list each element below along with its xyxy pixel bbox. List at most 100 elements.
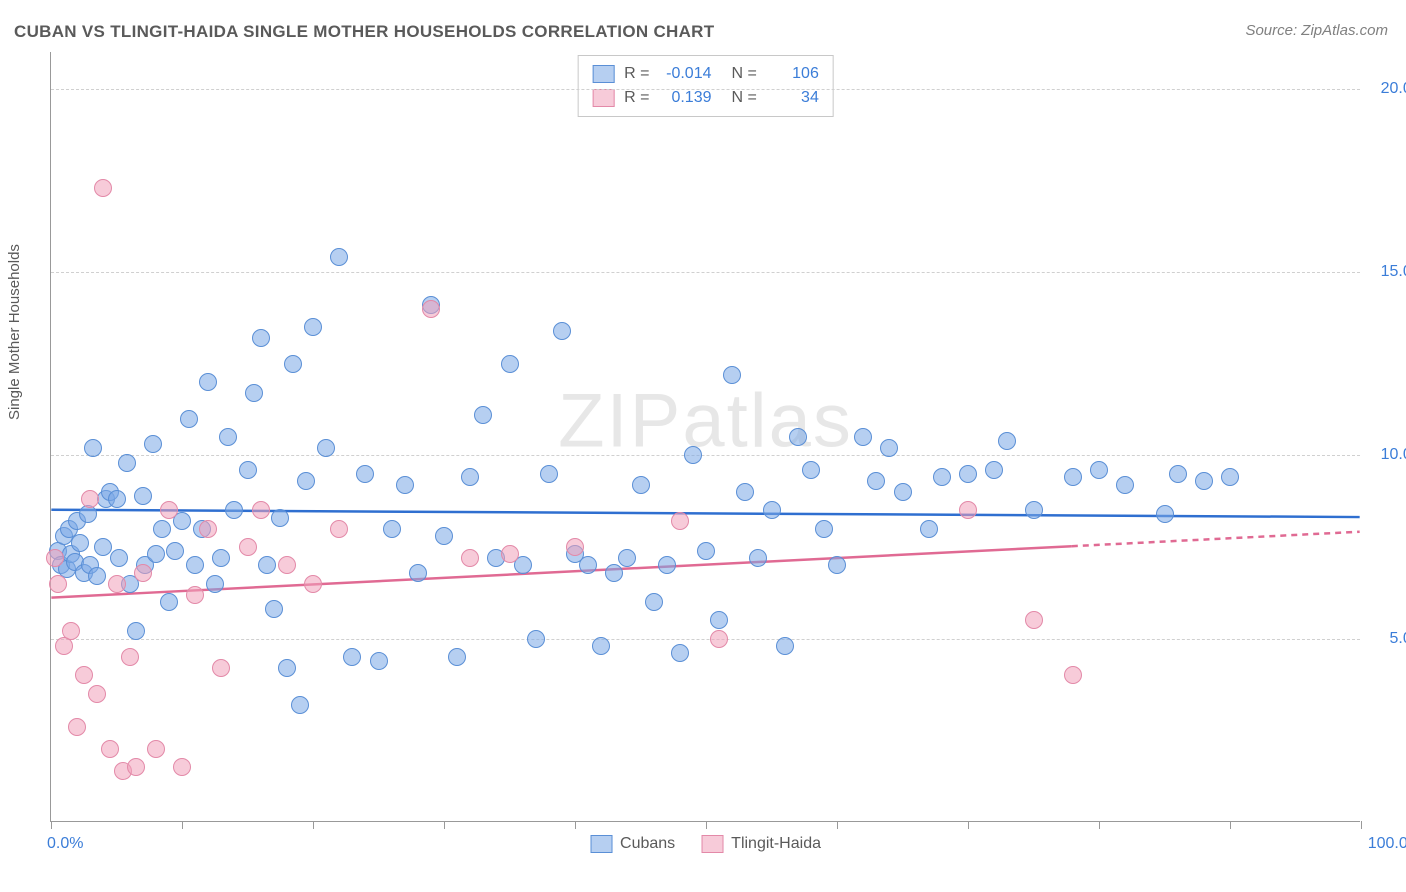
data-point-cubans (284, 355, 302, 373)
data-point-cubans (118, 454, 136, 472)
data-point-cubans (317, 439, 335, 457)
data-point-tlingit (147, 740, 165, 758)
data-point-cubans (343, 648, 361, 666)
x-tick (1230, 821, 1231, 829)
y-tick-label: 15.0% (1366, 263, 1406, 281)
data-point-cubans (880, 439, 898, 457)
data-point-tlingit (68, 718, 86, 736)
data-point-cubans (180, 410, 198, 428)
data-point-cubans (736, 483, 754, 501)
data-point-cubans (867, 472, 885, 490)
data-point-cubans (1156, 505, 1174, 523)
data-point-tlingit (160, 501, 178, 519)
data-point-cubans (854, 428, 872, 446)
data-point-cubans (252, 329, 270, 347)
data-point-tlingit (101, 740, 119, 758)
data-point-tlingit (671, 512, 689, 530)
y-tick-label: 20.0% (1366, 80, 1406, 98)
gridline (51, 639, 1360, 640)
data-point-tlingit (252, 501, 270, 519)
n-value: 106 (767, 62, 819, 86)
data-point-cubans (789, 428, 807, 446)
data-point-cubans (219, 428, 237, 446)
data-point-tlingit (127, 758, 145, 776)
data-point-cubans (153, 520, 171, 538)
x-tick-label: 0.0% (47, 835, 83, 853)
data-point-cubans (212, 549, 230, 567)
data-point-tlingit (173, 758, 191, 776)
data-point-cubans (110, 549, 128, 567)
data-point-tlingit (304, 575, 322, 593)
legend-item: Tlingit-Haida (701, 835, 821, 853)
data-point-cubans (206, 575, 224, 593)
data-point-cubans (134, 487, 152, 505)
data-point-cubans (894, 483, 912, 501)
data-point-tlingit (75, 666, 93, 684)
data-point-cubans (920, 520, 938, 538)
data-point-cubans (258, 556, 276, 574)
data-point-cubans (527, 630, 545, 648)
data-point-tlingit (239, 538, 257, 556)
data-point-cubans (356, 465, 374, 483)
data-point-cubans (658, 556, 676, 574)
data-point-tlingit (81, 490, 99, 508)
stats-box: R =-0.014N =106R =0.139N =34 (577, 55, 834, 117)
data-point-tlingit (108, 575, 126, 593)
data-point-cubans (579, 556, 597, 574)
data-point-cubans (94, 538, 112, 556)
plot-area: ZIPatlas R =-0.014N =106R =0.139N =34 Cu… (50, 52, 1360, 822)
legend-swatch (701, 835, 723, 853)
data-point-cubans (409, 564, 427, 582)
data-point-cubans (396, 476, 414, 494)
data-point-tlingit (121, 648, 139, 666)
data-point-cubans (632, 476, 650, 494)
data-point-cubans (291, 696, 309, 714)
watermark: ZIPatlas (558, 378, 853, 465)
data-point-tlingit (501, 545, 519, 563)
data-point-cubans (84, 439, 102, 457)
data-point-cubans (1169, 465, 1187, 483)
data-point-cubans (723, 366, 741, 384)
legend-item: Cubans (590, 835, 675, 853)
data-point-cubans (501, 355, 519, 373)
data-point-tlingit (186, 586, 204, 604)
data-point-tlingit (94, 179, 112, 197)
stats-row: R =-0.014N =106 (592, 62, 819, 86)
data-point-cubans (71, 534, 89, 552)
data-point-cubans (186, 556, 204, 574)
x-tick (51, 821, 52, 829)
data-point-cubans (671, 644, 689, 662)
data-point-tlingit (88, 685, 106, 703)
data-point-cubans (199, 373, 217, 391)
data-point-cubans (265, 600, 283, 618)
x-tick (575, 821, 576, 829)
chart-title: CUBAN VS TLINGIT-HAIDA SINGLE MOTHER HOU… (14, 22, 714, 42)
data-point-cubans (278, 659, 296, 677)
trend-lines (51, 52, 1360, 821)
x-tick (837, 821, 838, 829)
data-point-cubans (370, 652, 388, 670)
data-point-cubans (1116, 476, 1134, 494)
x-tick (968, 821, 969, 829)
data-point-cubans (985, 461, 1003, 479)
x-tick-label: 100.0% (1368, 835, 1406, 853)
data-point-cubans (448, 648, 466, 666)
data-point-cubans (245, 384, 263, 402)
data-point-cubans (998, 432, 1016, 450)
data-point-tlingit (422, 300, 440, 318)
gridline (51, 272, 1360, 273)
data-point-tlingit (212, 659, 230, 677)
data-point-cubans (383, 520, 401, 538)
data-point-tlingit (134, 564, 152, 582)
data-point-cubans (239, 461, 257, 479)
x-tick (313, 821, 314, 829)
data-point-cubans (88, 567, 106, 585)
x-tick (706, 821, 707, 829)
source-label: Source: ZipAtlas.com (1245, 22, 1388, 39)
data-point-cubans (710, 611, 728, 629)
data-point-tlingit (278, 556, 296, 574)
data-point-cubans (474, 406, 492, 424)
data-point-cubans (461, 468, 479, 486)
data-point-cubans (618, 549, 636, 567)
data-point-cubans (108, 490, 126, 508)
